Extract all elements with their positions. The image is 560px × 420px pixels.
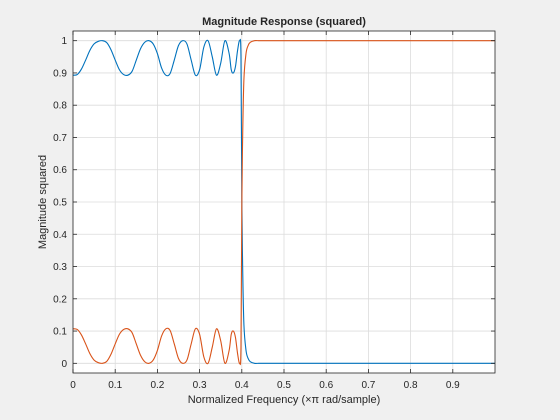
series-line-2: [72, 40, 495, 366]
y-tick-label: 0.1: [53, 327, 67, 338]
x-tick-label: 0.2: [150, 380, 164, 391]
y-tick-label: 0.8: [53, 101, 67, 112]
y-tick-label: 0.2: [53, 294, 67, 305]
y-tick-label: 0.9: [53, 68, 67, 79]
plot-series: [72, 38, 495, 366]
y-tick-label: 0.7: [53, 133, 67, 144]
x-tick-label: 0.5: [277, 380, 291, 391]
y-tick-label: 0: [61, 359, 67, 370]
y-tick-label: 0.3: [53, 262, 67, 273]
y-tick-label: 0.6: [53, 165, 67, 176]
x-tick-label: 0.9: [446, 380, 460, 391]
chart-title: Magnitude Response (squared): [202, 16, 366, 28]
x-tick-label: 0.3: [193, 380, 207, 391]
y-tick-label: 1: [61, 36, 67, 47]
x-tick-label: 0: [70, 380, 76, 391]
y-tick-label: 0.5: [53, 198, 67, 209]
axis-ticks: 0 0.1 0.2 0.3 0.4 0.5 0.6 0.7 0.8 0.9 0 0.1 0.2 0.3 0.…: [53, 31, 495, 391]
y-tick-label: 0.4: [53, 230, 67, 241]
x-tick-label: 0.6: [319, 380, 333, 391]
x-axis-label: Normalized Frequency (×π rad/sample): [188, 394, 381, 406]
y-axis-label: Magnitude squared: [37, 155, 49, 249]
x-tick-label: 0.1: [108, 380, 122, 391]
series-line-1: [72, 38, 495, 364]
x-tick-label: 0.7: [361, 380, 375, 391]
x-tick-label: 0.8: [404, 380, 418, 391]
x-tick-label: 0.4: [235, 380, 249, 391]
